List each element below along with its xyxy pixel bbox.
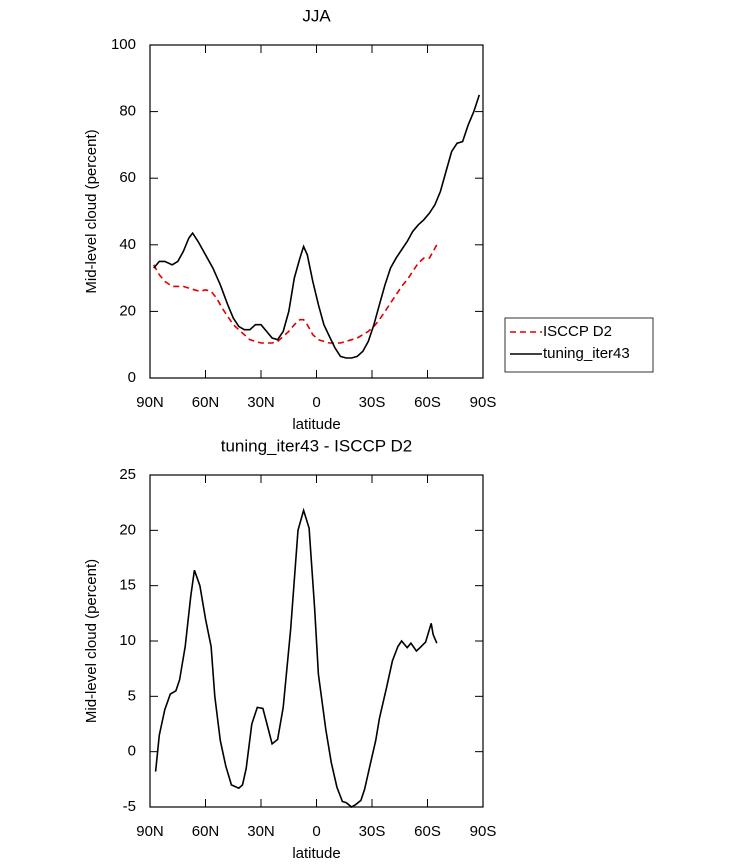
y-tick-label: 0 bbox=[128, 369, 136, 386]
x-tick-label: 0 bbox=[312, 394, 320, 411]
y-axis-label: Mid-level cloud (percent) bbox=[83, 559, 100, 723]
data-line bbox=[153, 244, 438, 344]
x-tick-label: 90N bbox=[136, 823, 164, 840]
y-tick-label: 10 bbox=[119, 632, 136, 649]
x-tick-label: 90S bbox=[470, 823, 497, 840]
legend-box bbox=[504, 317, 654, 373]
y-axis-label: Mid-level cloud (percent) bbox=[83, 129, 100, 293]
x-tick-label: 30S bbox=[359, 823, 386, 840]
y-tick-label: 80 bbox=[119, 103, 136, 120]
x-tick-label: 90S bbox=[470, 394, 497, 411]
x-tick-label: 60S bbox=[414, 394, 441, 411]
chart-title: JJA bbox=[302, 6, 331, 25]
legend-label: ISCCP D2 bbox=[543, 323, 612, 340]
x-tick-label: 30N bbox=[247, 823, 275, 840]
y-tick-label: 0 bbox=[128, 743, 136, 760]
x-tick-label: 30N bbox=[247, 394, 275, 411]
y-tick-label: 40 bbox=[119, 236, 136, 253]
data-line bbox=[153, 94, 481, 359]
y-tick-label: 20 bbox=[119, 302, 136, 319]
y-tick-label: 5 bbox=[128, 687, 136, 704]
x-axis-label: latitude bbox=[292, 416, 340, 433]
x-tick-label: 90N bbox=[136, 394, 164, 411]
x-tick-label: 60S bbox=[414, 823, 441, 840]
chart-title: tuning_iter43 - ISCCP D2 bbox=[221, 436, 413, 455]
x-tick-label: 60N bbox=[192, 823, 220, 840]
x-tick-label: 30S bbox=[359, 394, 386, 411]
y-tick-label: 25 bbox=[119, 466, 136, 483]
y-tick-label: -5 bbox=[123, 798, 136, 815]
x-tick-label: 0 bbox=[312, 823, 320, 840]
y-tick-label: 15 bbox=[119, 577, 136, 594]
y-tick-label: 100 bbox=[111, 36, 136, 53]
y-tick-label: 60 bbox=[119, 169, 136, 186]
plot-frame bbox=[149, 44, 484, 379]
x-axis-label: latitude bbox=[292, 845, 340, 862]
x-tick-label: 60N bbox=[192, 394, 220, 411]
y-tick-label: 20 bbox=[119, 521, 136, 538]
legend-label: tuning_iter43 bbox=[543, 345, 630, 362]
data-line bbox=[154, 507, 438, 808]
